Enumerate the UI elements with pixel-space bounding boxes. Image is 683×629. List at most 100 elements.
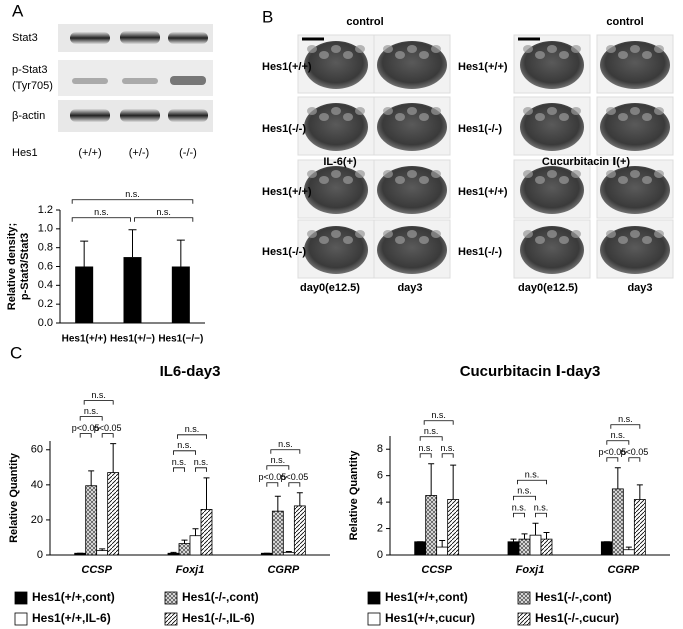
bud (319, 51, 329, 59)
explant (600, 103, 670, 151)
legend-label: Hes1(+/+,IL-6) (32, 611, 111, 625)
bud (571, 230, 581, 238)
significance-bracket (288, 482, 301, 487)
y-tick-label: 0 (377, 549, 383, 561)
significance-label: p<0.05 (620, 447, 648, 457)
bar (107, 472, 120, 556)
error-bar (203, 477, 210, 510)
bud (307, 230, 317, 238)
y-tick-label: 60 (31, 444, 43, 456)
bar (123, 257, 142, 323)
significance-label: n.s. (194, 457, 209, 467)
day-label: day3 (627, 282, 652, 294)
bar (529, 534, 542, 556)
error-bar (614, 467, 621, 489)
y-axis-label: p-Stat3/Stat3 (19, 233, 31, 300)
bar (75, 266, 94, 323)
y-tick-label: 0.2 (38, 298, 53, 310)
significance-label: n.s. (525, 470, 540, 480)
significance-bracket (173, 450, 196, 455)
significance-bracket (173, 467, 185, 472)
significance-bracket (535, 512, 547, 518)
bud (642, 51, 652, 59)
blot-label: β-actin (12, 110, 45, 122)
y-tick-label: 20 (31, 514, 43, 526)
panel-label: C (10, 343, 22, 362)
column-header: Cucurbitacin Ⅰ(+) (542, 156, 630, 168)
bar (633, 499, 646, 556)
chart-title: Cucurbitacin Ⅰ-day3 (460, 363, 601, 380)
bud (606, 45, 616, 53)
significance-bracket (79, 416, 103, 421)
explant (600, 166, 670, 214)
significance-label: p<0.05 (598, 447, 626, 457)
significance-bracket (419, 453, 432, 458)
y-axis-label: Relative density; (6, 223, 18, 310)
significance-bracket (79, 433, 92, 438)
significance-bracket (266, 465, 290, 470)
legend-label: Hes1(-/-,cucur) (535, 611, 619, 625)
x-tick-label: Foxj1 (176, 564, 205, 576)
significance-label: n.s. (125, 189, 140, 199)
bar (447, 499, 460, 556)
bud (395, 113, 405, 121)
bar (171, 266, 190, 323)
significance-label: n.s. (172, 457, 187, 467)
bud (383, 45, 393, 53)
y-tick-label: 8 (377, 443, 383, 455)
significance-label: n.s. (418, 443, 433, 453)
error-bar (625, 546, 632, 550)
bud (654, 170, 664, 178)
significance-bracket (419, 436, 443, 441)
significance-bracket (134, 217, 194, 222)
row-label: Hes1(+/+) (458, 61, 508, 73)
bud (547, 170, 557, 178)
bud (654, 230, 664, 238)
x-tick-label: Foxj1 (516, 564, 545, 576)
significance-bracket (513, 512, 525, 518)
bud (307, 107, 317, 115)
significance-bracket (606, 457, 619, 462)
bud (630, 45, 640, 53)
significance-label: p<0.05 (94, 423, 122, 433)
error-bar (296, 492, 303, 506)
bar (178, 543, 191, 556)
legend-label: Hes1(-/-,cont) (535, 590, 612, 604)
bar (600, 541, 613, 556)
significance-bracket (177, 434, 207, 439)
legend-swatch (367, 591, 381, 605)
day-label: day0(e12.5) (300, 282, 360, 294)
significance-bracket (270, 449, 301, 454)
significance-label: n.s. (91, 390, 106, 400)
y-tick-label: 0.6 (38, 260, 53, 272)
bar (540, 538, 553, 556)
bar (611, 488, 624, 556)
bud (630, 107, 640, 115)
bud (319, 113, 329, 121)
error-bar (176, 239, 185, 267)
significance-label: n.s. (94, 207, 109, 217)
bud (343, 113, 353, 121)
bud (630, 170, 640, 178)
explant (377, 41, 447, 89)
bud (642, 236, 652, 244)
bud (395, 176, 405, 184)
bar (282, 551, 295, 556)
y-tick-label: 0.4 (38, 279, 53, 291)
significance-label: n.s. (424, 426, 439, 436)
significance-label: n.s. (611, 430, 626, 440)
bud (523, 107, 533, 115)
bud (407, 170, 417, 178)
significance-bracket (101, 433, 114, 438)
bud (419, 176, 429, 184)
bar (425, 495, 438, 556)
row-label: Hes1(+/+) (262, 186, 312, 198)
blot-label: Stat3 (12, 32, 38, 44)
bud (618, 236, 628, 244)
panel-label: A (12, 1, 24, 20)
bud (343, 176, 353, 184)
significance-bracket (606, 440, 630, 445)
bud (559, 236, 569, 244)
y-tick-label: 2 (377, 522, 383, 534)
error-bar (128, 229, 137, 258)
